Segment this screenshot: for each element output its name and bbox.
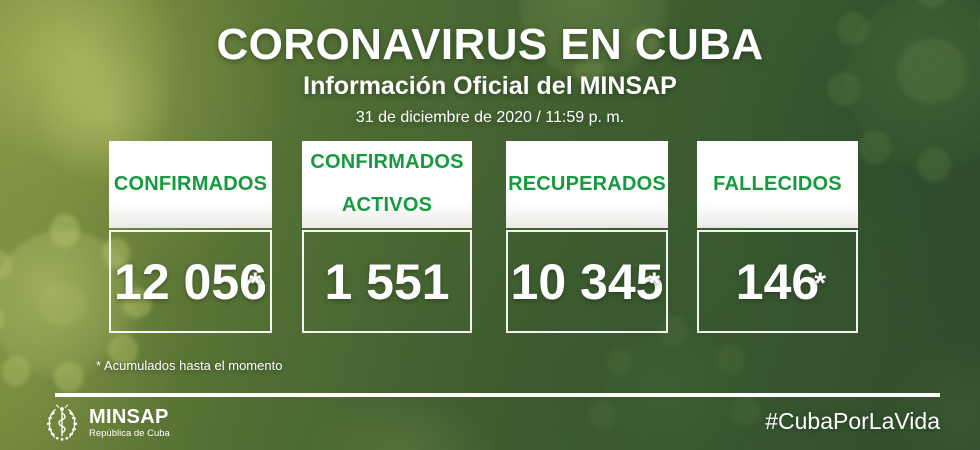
- stat-card-value-box: 146 *: [697, 230, 858, 333]
- stat-card-label: FALLECIDOS: [713, 172, 842, 195]
- minsap-logo-name: MINSAP: [89, 406, 169, 429]
- stats-card-group: CONFIRMADOS 12 056 * CONFIRMADOS ACTIVOS …: [109, 141, 858, 333]
- stat-card-label: RECUPERADOS: [508, 172, 666, 195]
- asterisk-marker: *: [814, 267, 826, 300]
- stat-card-confirmados-activos: CONFIRMADOS ACTIVOS 1 551: [302, 141, 472, 333]
- minsap-logo-text: MINSAP República de Cuba: [89, 407, 170, 439]
- stat-card-value-box: 12 056 *: [109, 230, 272, 333]
- footnote-accumulated: * Acumulados hasta el momento: [96, 358, 283, 373]
- stat-card-value: 1 551: [324, 253, 450, 310]
- minsap-emblem-icon: [46, 404, 78, 441]
- poster-header: CORONAVIRUS EN CUBA Información Oficial …: [0, 20, 980, 126]
- minsap-logo: MINSAP República de Cuba: [42, 403, 170, 443]
- asterisk-marker: *: [249, 267, 261, 300]
- page-subtitle: Información Oficial del MINSAP: [303, 72, 677, 101]
- virus-particle-right: [827, 0, 980, 182]
- stat-card-recuperados: RECUPERADOS 10 345 *: [506, 141, 668, 333]
- stat-card-value-box: 10 345 *: [506, 230, 668, 333]
- stat-card-fallecidos: FALLECIDOS 146 *: [697, 141, 858, 333]
- stat-card-value: 146: [735, 253, 820, 310]
- stat-card-value-box: 1 551: [302, 230, 472, 333]
- stat-card-label: CONFIRMADOS: [113, 172, 268, 195]
- cell-blob-bottomcenter: [300, 390, 500, 450]
- stat-card-value: 12 056: [114, 253, 267, 310]
- stat-card-value: 10 345: [510, 253, 664, 310]
- virus-particle-bottomleft: [0, 214, 152, 392]
- footer-divider: [55, 393, 940, 397]
- stat-card-label: CONFIRMADOS ACTIVOS: [310, 151, 464, 217]
- asterisk-marker: *: [648, 267, 660, 300]
- page-title: CORONAVIRUS EN CUBA: [216, 20, 764, 69]
- stat-card-label-block: RECUPERADOS: [506, 141, 668, 228]
- campaign-hashtag: #CubaPorLaVida: [765, 408, 940, 434]
- stat-card-label-block: CONFIRMADOS ACTIVOS: [302, 141, 472, 228]
- stat-card-label-block: CONFIRMADOS: [109, 141, 272, 228]
- stat-card-confirmados: CONFIRMADOS 12 056 *: [109, 141, 272, 333]
- report-datetime: 31 de diciembre de 2020 / 11:59 p. m.: [355, 108, 625, 126]
- virus-particle-bottomright: [588, 316, 760, 450]
- minsap-logo-sub: República de Cuba: [89, 428, 170, 440]
- stat-card-label-block: FALLECIDOS: [697, 141, 858, 228]
